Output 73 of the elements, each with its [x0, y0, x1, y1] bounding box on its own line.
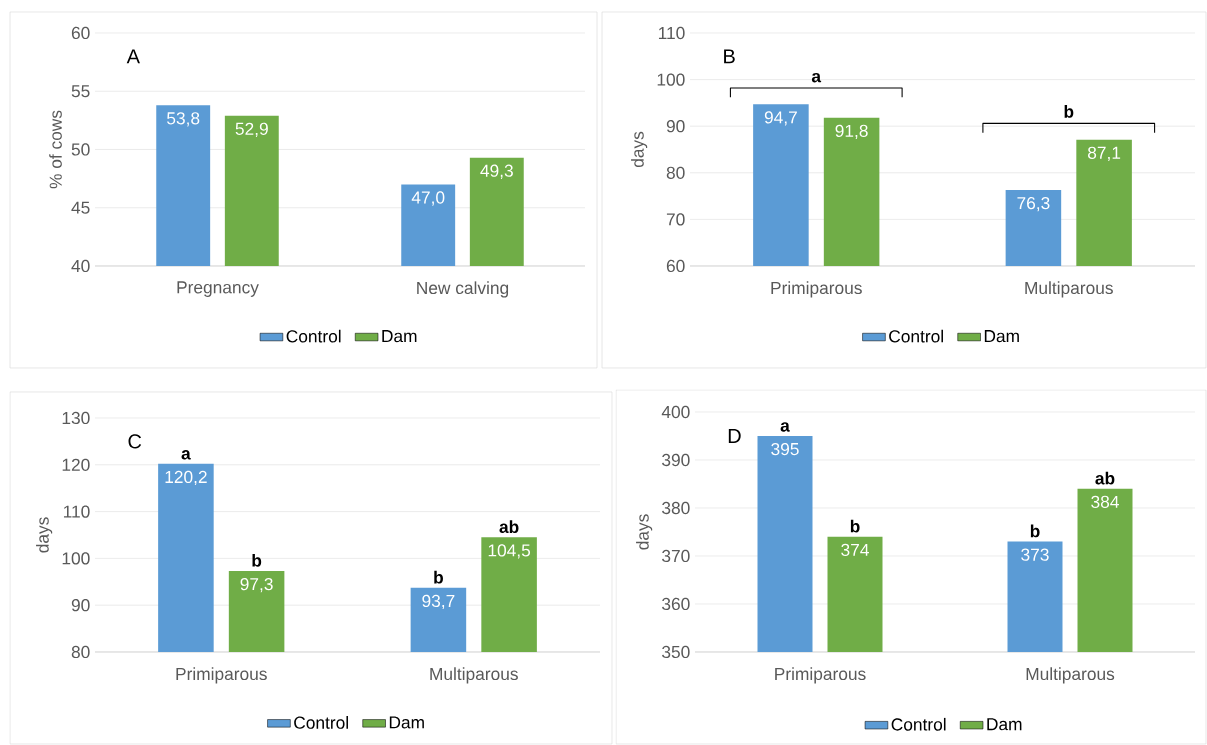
- y-tick-label: 400: [661, 405, 690, 419]
- annotation: a: [780, 422, 790, 432]
- y-tick-label: 110: [63, 505, 90, 518]
- data-label: 374: [841, 543, 869, 556]
- y-tick-label: 90: [71, 599, 90, 612]
- y-tick-label: 60: [666, 259, 685, 273]
- legend-label: Dam: [987, 718, 1022, 731]
- y-tick-label: 370: [662, 549, 690, 563]
- x-tick-label: Multiparous: [1025, 281, 1113, 298]
- annotation: D: [728, 429, 741, 443]
- data-label: 47,0: [411, 191, 445, 206]
- annotation: ab: [499, 520, 519, 534]
- annotation: a: [811, 72, 822, 83]
- annotation: a: [181, 450, 191, 460]
- y-tick-label: 60: [71, 26, 90, 40]
- legend-label: Dam: [984, 330, 1019, 343]
- legend-label: Control: [294, 716, 348, 729]
- y-tick-label: 90: [666, 120, 685, 133]
- y-tick-label: 350: [662, 645, 690, 659]
- x-tick-label: Primiparous: [176, 667, 267, 684]
- legend-label: Dam: [389, 716, 424, 729]
- y-tick-label: 45: [71, 201, 90, 214]
- data-label: 94,7: [764, 111, 797, 126]
- data-label: 93,7: [422, 594, 455, 610]
- y-tick-label: 380: [662, 501, 690, 515]
- annotation: b: [434, 570, 443, 584]
- annotation: C: [128, 434, 142, 449]
- y-tick-label: 70: [666, 213, 685, 226]
- x-tick-label: New calving: [417, 281, 509, 298]
- data-label: 373: [1021, 548, 1049, 561]
- data-label: 87,1: [1087, 146, 1121, 161]
- annotation: b: [1030, 524, 1040, 538]
- y-tick-label: 100: [657, 73, 685, 86]
- y-axis-title: days: [636, 514, 653, 550]
- y-tick-label: 50: [71, 143, 90, 156]
- data-label: 395: [771, 442, 799, 456]
- data-label: 384: [1091, 495, 1119, 508]
- legend-label: Control: [889, 329, 943, 343]
- data-label: 53,8: [167, 112, 200, 127]
- annotation: b: [850, 519, 860, 533]
- data-label: 120,2: [165, 470, 207, 486]
- y-tick-label: 390: [662, 453, 690, 467]
- y-tick-label: 120: [62, 458, 90, 471]
- x-tick-label: Multiparous: [430, 667, 518, 684]
- y-axis-title: % of cows: [49, 110, 62, 189]
- annotation: b: [252, 554, 262, 567]
- y-axis-title: days: [631, 131, 648, 168]
- legend-label: Control: [891, 717, 946, 731]
- data-label: 52,9: [235, 122, 268, 137]
- data-label: 49,3: [480, 164, 513, 179]
- annotation: b: [1064, 105, 1074, 118]
- y-tick-label: 40: [71, 259, 90, 273]
- data-label: 104,5: [488, 544, 531, 559]
- y-tick-label: 55: [71, 85, 90, 98]
- annotation: ab: [1095, 471, 1115, 485]
- x-tick-label: Primiparous: [771, 281, 862, 298]
- y-tick-label: 100: [62, 552, 90, 565]
- y-tick-label: 80: [666, 166, 685, 179]
- legend-label: Control: [286, 329, 341, 343]
- x-tick-label: Primiparous: [775, 667, 866, 684]
- legend-label: Dam: [382, 330, 417, 343]
- annotation: A: [126, 49, 140, 64]
- data-label: 76,3: [1017, 196, 1050, 212]
- y-tick-label: 360: [662, 597, 690, 611]
- data-label: 91,8: [835, 124, 868, 140]
- x-tick-label: Multiparous: [1026, 667, 1115, 684]
- y-axis-title: days: [36, 517, 53, 553]
- y-tick-label: 110: [658, 26, 685, 40]
- y-tick-label: 80: [71, 645, 90, 659]
- annotation: B: [724, 49, 735, 64]
- data-label: 97,3: [240, 577, 273, 593]
- y-tick-label: 130: [62, 411, 90, 425]
- x-tick-label: Pregnancy: [177, 281, 259, 297]
